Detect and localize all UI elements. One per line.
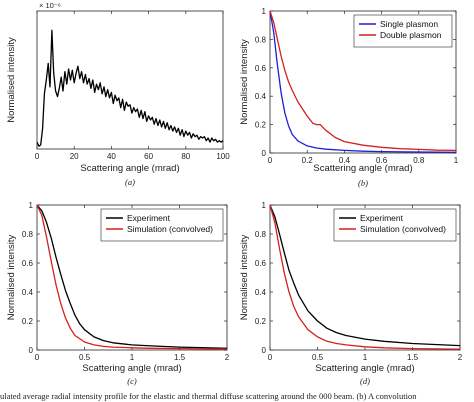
panel-d-legend-label: Experiment [360,213,404,223]
panel-d-series-line-simulation-convolved- [269,204,461,350]
panel-b-ytick-label: 0.8 [255,35,267,44]
panel-a-xtick-label: 20 [70,152,79,161]
panel-c-legend-label: Simulation (convolved) [127,224,213,234]
panel-c-legend-box [100,208,224,242]
panel-d-legend-label: Simulation (convolved) [360,224,446,234]
panel-b-ytick-label: 0 [262,149,267,158]
panel-d-ytick-label: 1 [262,201,267,210]
panel-c-ytick-label: 1 [29,201,34,210]
panel-c-series-line-experiment [36,204,228,349]
panel-c-panel-label: (c) [127,376,137,386]
panel-c-xtick-label: 0.5 [79,353,91,362]
panel-d-xtick-label: 0.5 [312,353,324,362]
panel-c-xtick-label: 1.5 [174,353,186,362]
panel-a-panel-label: (a) [125,177,135,187]
panel-a-series-line-0 [36,29,224,147]
panel-c-ytick-label: 0 [29,346,34,355]
panel-b-y-axis-label: Normalised intensity [239,39,250,125]
panel-c-legend-label: Experiment [127,213,171,223]
panel-d-xtick-label: 1 [363,353,368,362]
panel-b-ytick-label: 0.6 [255,64,267,73]
panel-b-xtick-label: 0.8 [413,156,425,165]
panel-a-xtick-label: 0 [35,152,40,161]
panel-d-xtick-label: 0 [268,353,273,362]
panel-a-y-axis-label: Normalised intensity [6,37,17,123]
panel-d-ytick-label: 0.2 [255,317,267,326]
panel-d-xtick-label: 1.5 [407,353,419,362]
panel-d-x-axis-label: Scattering angle (mrad) [315,363,414,374]
panel-b-xtick-label: 0.6 [376,156,388,165]
panel-d-legend-box [333,208,457,242]
panel-d-ytick-label: 0.4 [255,288,267,297]
panel-c-xtick-label: 2 [225,353,230,362]
panel-c-ytick-label: 0.8 [22,230,34,239]
panel-a-xtick-label: 100 [216,152,230,161]
panel-d-ytick-label: 0.6 [255,259,267,268]
panel-c-xtick-label: 1 [130,353,135,362]
panel-b-axes-frame [269,10,457,154]
panel-b-ytick-label: 0.2 [255,121,267,130]
panel-d-ytick-label: 0 [262,346,267,355]
panel-c-series-line-simulation-convolved- [36,204,228,350]
panel-b-xtick-label: 0.2 [302,156,314,165]
panel-b-ytick-label: 0.4 [255,92,267,101]
panel-b-series-line-single-plasmon [269,10,457,153]
panel-c-xtick-label: 0 [35,353,40,362]
panel-d-series-line-experiment [269,204,461,347]
figure-caption: ulated average radial intensity profile … [0,391,417,401]
panel-b-xtick-label: 0.4 [339,156,351,165]
panel-a-xtick-label: 40 [107,152,116,161]
panel-c-ytick-label: 0.2 [22,317,34,326]
panel-d-panel-label: (d) [360,376,370,386]
panel-a-axes-frame [36,10,224,150]
panel-a-xtick-label: 60 [144,152,153,161]
panel-b-legend-box [353,14,453,48]
panel-b-panel-label: (b) [358,178,368,188]
panel-b-legend-label: Single plasmon [380,19,438,29]
panel-c-x-axis-label: Scattering angle (mrad) [82,363,181,374]
panel-d-xtick-label: 2 [458,353,463,362]
panel-b-x-axis-label: Scattering angle (mrad) [313,163,412,174]
panel-a-x-axis-label: Scattering angle (mrad) [80,163,179,174]
panel-a-y-multiplier: × 10⁻⁶ [39,1,61,10]
panel-b-legend-label: Double plasmon [380,30,442,40]
panel-a-xtick-label: 80 [181,152,190,161]
panel-c-ytick-label: 0.4 [22,288,34,297]
panel-d-ytick-label: 0.8 [255,230,267,239]
panel-b-xtick-label: 0 [268,156,273,165]
panel-c-ytick-label: 0.6 [22,259,34,268]
panel-c-y-axis-label: Normalised intensity [6,234,17,320]
panel-b-series-line-double-plasmon [269,10,457,152]
panel-b-xtick-label: 1 [454,156,459,165]
panel-b-ytick-label: 1 [262,7,267,16]
panel-d-y-axis-label: Normalised intensity [239,234,250,320]
